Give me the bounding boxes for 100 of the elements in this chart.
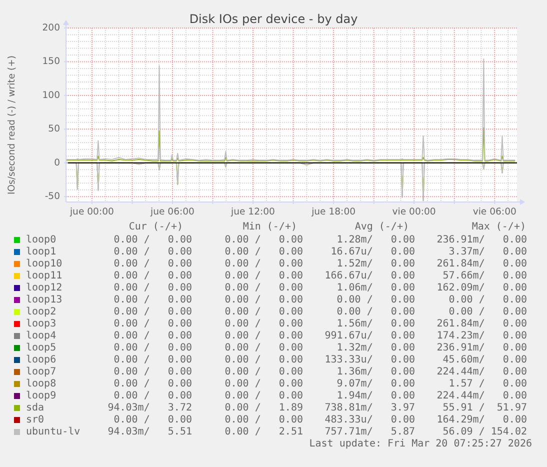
text: 0.00 / 0.00	[224, 342, 303, 354]
text: 0.00 / 0.00	[224, 246, 303, 258]
text: 0.00 / 0.00	[448, 306, 527, 318]
text: 9.07m/ 0.00	[336, 378, 415, 390]
text: Last update: Fri Mar 20 07:25:27 2026	[309, 438, 532, 450]
text: 16.67u/ 0.00	[330, 246, 415, 258]
text: 0.00 / 0.00	[114, 342, 192, 354]
legend-label: loop0	[26, 234, 56, 246]
text: 1.57 / 0.00	[448, 378, 527, 390]
text: 0.00 / 0.00	[224, 282, 303, 294]
text: 164.29m/ 0.00	[436, 414, 527, 426]
text: 0.00 / 0.00	[224, 306, 303, 318]
legend-label: ubuntu-lv	[26, 426, 80, 438]
text: 0.00 / 0.00	[224, 294, 303, 306]
text: 0.00 / 0.00	[336, 294, 415, 306]
legend-label: loop7	[26, 366, 56, 378]
text: 1.94m/ 0.00	[336, 390, 415, 402]
legend-label: sda	[26, 402, 44, 414]
text: 224.44m/ 0.00	[436, 390, 527, 402]
text: 738.81m/ 3.97	[324, 402, 415, 414]
text: 45.60m/ 0.00	[442, 354, 527, 366]
text: 0.00 / 0.00	[114, 258, 192, 270]
text: Avg (-/+)	[354, 222, 409, 232]
x-tick-label: jue 06:00	[150, 206, 195, 218]
x-tick-label: vie 06:00	[472, 206, 516, 218]
legend-label: loop12	[26, 282, 62, 294]
text: 0.00 / 0.00	[224, 258, 303, 270]
text: 0.00 / 0.00	[114, 246, 192, 258]
y-tick-label: 150	[42, 56, 60, 68]
text: 0.00 / 0.00	[224, 414, 303, 426]
legend-label: loop2	[26, 306, 56, 318]
text: 261.84m/ 0.00	[436, 318, 527, 330]
text: 133.33u/ 0.00	[324, 354, 415, 366]
text: 0.00 / 0.00	[114, 282, 192, 294]
text: 1.32m/ 0.00	[336, 342, 415, 354]
text: 1.56m/ 0.00	[336, 318, 415, 330]
text: 261.84m/ 0.00	[436, 258, 527, 270]
text: 0.00 / 0.00	[224, 378, 303, 390]
text: 1.52m/ 0.00	[336, 258, 415, 270]
legend-label: loop5	[26, 342, 56, 354]
legend-label: loop10	[26, 258, 62, 270]
text: 162.09m/ 0.00	[436, 282, 527, 294]
text: 0.00 / 0.00	[114, 306, 192, 318]
text: 94.03m/ 5.51	[108, 426, 192, 438]
chart-title: Disk IOs per device - by day	[189, 12, 358, 26]
text: 0.00 / 0.00	[224, 318, 303, 330]
legend-label: loop6	[26, 354, 56, 366]
text: 236.91m/ 0.00	[436, 342, 527, 354]
y-tick-label: -50	[44, 191, 60, 202]
y-axis-title: IOs/second read (-) / write (+)	[6, 55, 18, 195]
text: 0.00 / 0.00	[114, 354, 192, 366]
text: 0.00 / 0.00	[114, 378, 192, 390]
text: 0.00 / 0.00	[224, 366, 303, 378]
text: 0.00 / 0.00	[224, 270, 303, 282]
text: 0.00 / 0.00	[336, 306, 415, 318]
legend-label: loop9	[26, 390, 56, 402]
y-tick-label: 100	[42, 90, 60, 101]
text: 0.00 / 0.00	[224, 390, 303, 402]
y-tick-label: 0	[54, 157, 60, 168]
legend-label: loop3	[26, 318, 56, 330]
text: 0.00 / 0.00	[114, 234, 192, 246]
text: 0.00 / 1.89	[224, 402, 303, 414]
text: 174.23m/ 0.00	[436, 330, 527, 342]
text: Min (-/+)	[242, 222, 297, 232]
x-tick-label: vie 00:00	[392, 206, 436, 218]
text: 0.00 / 2.51	[224, 426, 303, 438]
text: 3.37m/ 0.00	[448, 246, 527, 258]
text: 236.91m/ 0.00	[436, 234, 527, 246]
text: Cur (-/+)	[128, 222, 183, 232]
text: 56.09 / 154.02	[442, 426, 527, 438]
legend-label: sr0	[26, 414, 44, 426]
text: 0.00 / 0.00	[114, 270, 192, 282]
text: 991.67u/ 0.00	[324, 330, 415, 342]
legend-label: loop4	[26, 330, 56, 342]
text: 757.71m/ 5.87	[324, 426, 415, 438]
text: 0.00 / 0.00	[448, 294, 527, 306]
x-tick-label: jue 00:00	[68, 206, 114, 218]
x-tick-label: jue 18:00	[310, 206, 356, 218]
text: 483.33u/ 0.00	[324, 414, 415, 426]
text: 57.66m/ 0.00	[442, 270, 527, 282]
text: 0.00 / 0.00	[114, 390, 192, 402]
legend-label: loop13	[26, 294, 62, 306]
legend-label: loop1	[26, 246, 56, 258]
text: 55.91 / 51.97	[442, 402, 527, 414]
text: 1.36m/ 0.00	[336, 366, 415, 378]
text: 0.00 / 0.00	[114, 330, 192, 342]
y-tick-label: 200	[42, 22, 60, 34]
text: 94.03m/ 3.72	[108, 402, 192, 414]
text: 0.00 / 0.00	[114, 294, 192, 306]
legend-label: loop11	[26, 270, 62, 282]
text: 224.44m/ 0.00	[436, 366, 527, 378]
text: 1.06m/ 0.00	[336, 282, 415, 294]
legend-label: loop8	[26, 378, 56, 390]
text: 0.00 / 0.00	[224, 234, 303, 246]
text: 0.00 / 0.00	[114, 318, 192, 330]
y-tick-label: 50	[48, 124, 60, 135]
text: 166.67u/ 0.00	[324, 270, 415, 282]
text: 0.00 / 0.00	[224, 330, 303, 342]
text: 0.00 / 0.00	[224, 354, 303, 366]
x-tick-label: jue 12:00	[230, 206, 276, 218]
